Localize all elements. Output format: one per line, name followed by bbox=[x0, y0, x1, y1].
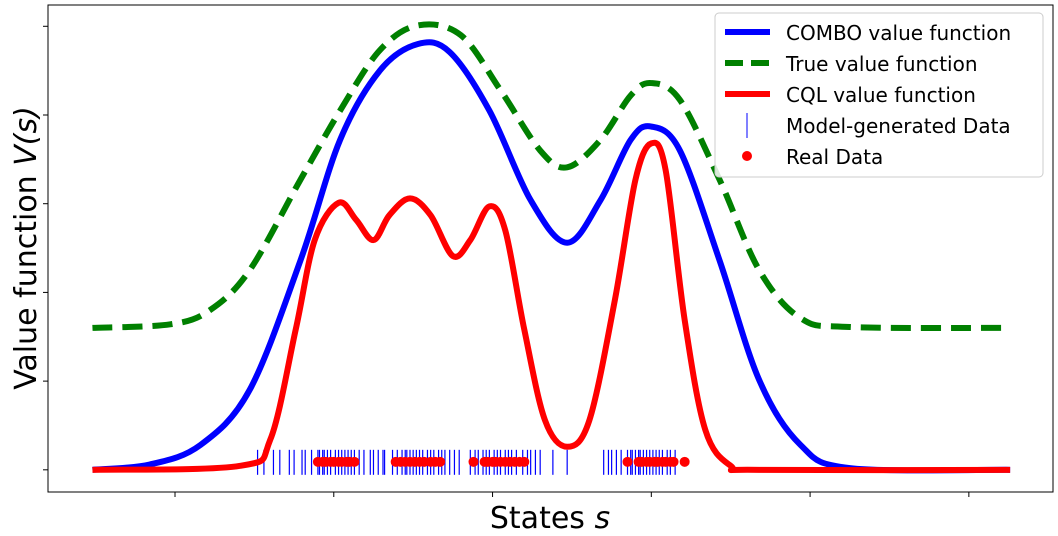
real-data-point bbox=[349, 456, 360, 467]
legend: COMBO value function True value function… bbox=[714, 12, 1044, 178]
cql-value-curve bbox=[92, 139, 1011, 474]
legend-label-combo: COMBO value function bbox=[786, 21, 1011, 45]
axis-ticks bbox=[43, 25, 970, 497]
legend-swatch-real-data bbox=[742, 151, 752, 161]
real-data-point bbox=[519, 456, 530, 467]
x-axis-label: States s bbox=[490, 501, 610, 536]
legend-label-cql: CQL value function bbox=[786, 83, 976, 107]
legend-box bbox=[714, 12, 1044, 178]
real-data-point bbox=[622, 456, 633, 467]
y-axis-label: Value function V(s) bbox=[9, 106, 44, 390]
plot-marks bbox=[92, 21, 1011, 475]
legend-label-true: True value function bbox=[785, 52, 978, 76]
plot-frame bbox=[47, 4, 1054, 493]
real-data-point bbox=[668, 456, 679, 467]
legend-label-real-data: Real Data bbox=[786, 145, 883, 169]
true-value-curve bbox=[92, 21, 1011, 332]
combo-value-curve bbox=[92, 39, 1011, 474]
real-data-point bbox=[468, 456, 479, 467]
real-data-point bbox=[679, 456, 690, 467]
real-data-point bbox=[435, 456, 446, 467]
legend-label-model-data: Model-generated Data bbox=[786, 114, 1011, 138]
